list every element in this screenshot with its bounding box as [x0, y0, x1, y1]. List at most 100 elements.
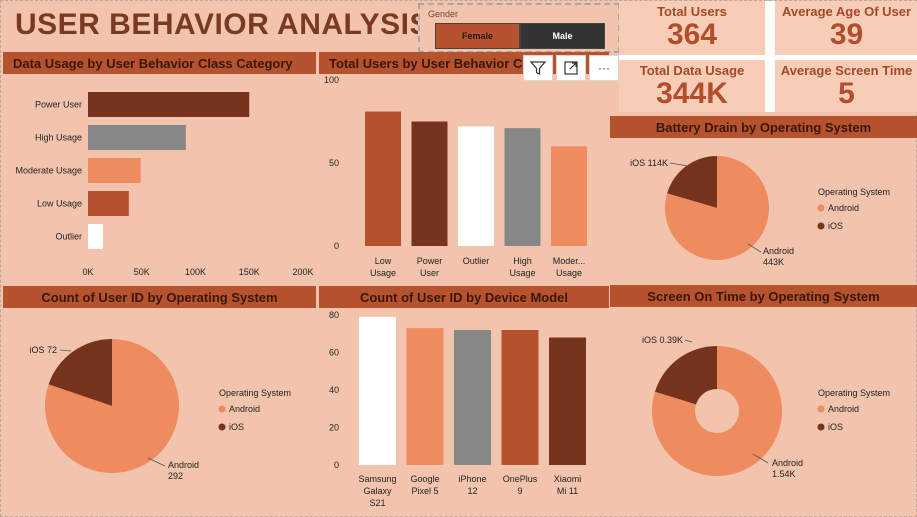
- data-label: iOS 0.39K: [642, 335, 683, 345]
- gender-slicer[interactable]: Gender Female Male: [418, 3, 620, 53]
- legend-title: Operating System: [219, 388, 291, 398]
- pie-slice-android: [44, 339, 179, 473]
- card-total-data-usage: Total Data Usage 344K: [619, 60, 765, 112]
- donut-hole: [695, 389, 739, 433]
- legend-item-android: Android: [828, 404, 859, 414]
- data-label: Android 1.54K: [772, 458, 803, 479]
- legend-dot-android: [218, 405, 226, 413]
- category-label: OnePlus 9: [503, 474, 538, 496]
- chart-count-by-os: iOS 72 Android 292 Operating System Android i…: [29, 339, 291, 481]
- bar: [359, 316, 396, 465]
- chart-battery-drain: iOS 114K Android 443K Operating System Andro…: [630, 156, 890, 267]
- filter-icon[interactable]: [523, 55, 553, 81]
- bar: [88, 125, 186, 150]
- bar: [365, 111, 401, 246]
- leader-line: [684, 339, 693, 343]
- pie-slice-android: [665, 156, 769, 260]
- category-label: Moderate Usage: [15, 166, 82, 176]
- bar: [501, 330, 539, 465]
- visual-toolbar: ···: [523, 55, 619, 81]
- panel-title-count-by-os: Count of User ID by Operating System: [3, 286, 316, 308]
- leader-line: [147, 457, 166, 467]
- y-tick-label: 0: [334, 241, 339, 251]
- category-label: Samsung Galaxy S21: [358, 474, 396, 508]
- card-divider: [619, 55, 917, 60]
- card-total-users: Total Users 364: [619, 1, 765, 55]
- legend-dot-android: [817, 204, 825, 212]
- legend-item-ios: iOS: [828, 422, 843, 432]
- card-average-age: Average Age Of User 39: [775, 1, 917, 55]
- leader-line: [752, 453, 769, 464]
- panel-title-count-by-device: Count of User ID by Device Model: [319, 286, 609, 308]
- pie-slice-ios: [667, 156, 717, 208]
- x-tick-label: 50K: [134, 267, 150, 277]
- data-label: iOS 72: [29, 345, 57, 355]
- card-label: Total Data Usage: [639, 63, 745, 78]
- card-label: Average Screen Time: [780, 63, 913, 78]
- data-label: Android 443K: [763, 246, 794, 267]
- pie-slice-ios: [654, 346, 717, 411]
- leader-line: [747, 243, 762, 253]
- slicer-option-female[interactable]: Female: [435, 23, 520, 49]
- x-tick-label: 150K: [239, 267, 260, 277]
- legend-title: Operating System: [818, 187, 890, 197]
- slicer-option-male[interactable]: Male: [520, 23, 605, 49]
- card-average-screen-time: Average Screen Time 5: [775, 60, 917, 112]
- category-label: Xiaomi Mi 11: [554, 474, 582, 496]
- category-label: Low Usage: [370, 256, 396, 278]
- bar: [88, 92, 250, 117]
- panel-title-screen-on-time: Screen On Time by Operating System: [610, 285, 917, 307]
- category-label: Power User: [35, 100, 82, 110]
- category-label: High Usage: [35, 133, 82, 143]
- chart-data-usage: Power User High Usage Moderate Usage Low Us…: [15, 92, 314, 277]
- data-label: Android 292: [168, 460, 199, 481]
- bar: [454, 330, 491, 465]
- leader-line: [669, 162, 689, 167]
- card-value: 5: [838, 77, 855, 110]
- panel-title-data-usage: Data Usage by User Behavior Class Catego…: [3, 52, 316, 74]
- x-tick-label: 0K: [82, 267, 93, 277]
- bar: [551, 146, 587, 246]
- card-value: 364: [666, 18, 718, 51]
- bar: [406, 328, 444, 465]
- legend-dot-ios: [817, 423, 825, 431]
- bar: [549, 337, 586, 465]
- x-tick-label: 200K: [292, 267, 313, 277]
- bar: [504, 128, 541, 246]
- bar: [411, 121, 448, 246]
- bar: [88, 191, 129, 216]
- page-title: USER BEHAVIOR ANALYSIS: [15, 8, 430, 41]
- category-label: Google Pixel 5: [410, 474, 439, 496]
- legend-item-ios: iOS: [229, 422, 244, 432]
- category-label: Outlier: [55, 232, 82, 242]
- chart-screen-on-time: iOS 0.39K Android 1.54K Operating System And…: [642, 335, 890, 479]
- bar: [88, 158, 141, 183]
- category-label: Power User: [417, 256, 443, 278]
- card-value: 344K: [656, 77, 728, 110]
- y-tick-label: 50: [329, 158, 339, 168]
- panel-title-battery-drain: Battery Drain by Operating System: [610, 116, 917, 138]
- category-label: iPhone 12: [458, 474, 486, 496]
- y-tick-label: 60: [329, 348, 339, 358]
- chart-count-by-device: 0 20 40 60 80 Samsung Galaxy S21 Google Pixel 5 iP…: [329, 310, 586, 508]
- more-options-icon[interactable]: ···: [589, 55, 619, 81]
- card-label: Total Users: [657, 4, 727, 19]
- legend-title: Operating System: [818, 388, 890, 398]
- leader-line: [59, 349, 72, 352]
- category-label: High Usage: [509, 256, 535, 278]
- bar: [458, 126, 494, 246]
- y-tick-label: 40: [329, 385, 339, 395]
- data-label: iOS 114K: [630, 158, 668, 168]
- category-label: Low Usage: [37, 199, 82, 209]
- card-value: 39: [829, 18, 864, 51]
- bar: [88, 224, 104, 249]
- chart-total-users: 0 50 100 Low Usage Power User Outlier High Usage M…: [324, 75, 587, 278]
- category-label: Moder... Usage: [553, 256, 586, 278]
- x-tick-label: 100K: [185, 267, 206, 277]
- legend-item-android: Android: [828, 203, 859, 213]
- slicer-label: Gender: [428, 9, 459, 19]
- pie-slice-ios: [48, 339, 112, 406]
- focus-mode-icon[interactable]: [556, 55, 586, 81]
- legend-dot-ios: [218, 423, 226, 431]
